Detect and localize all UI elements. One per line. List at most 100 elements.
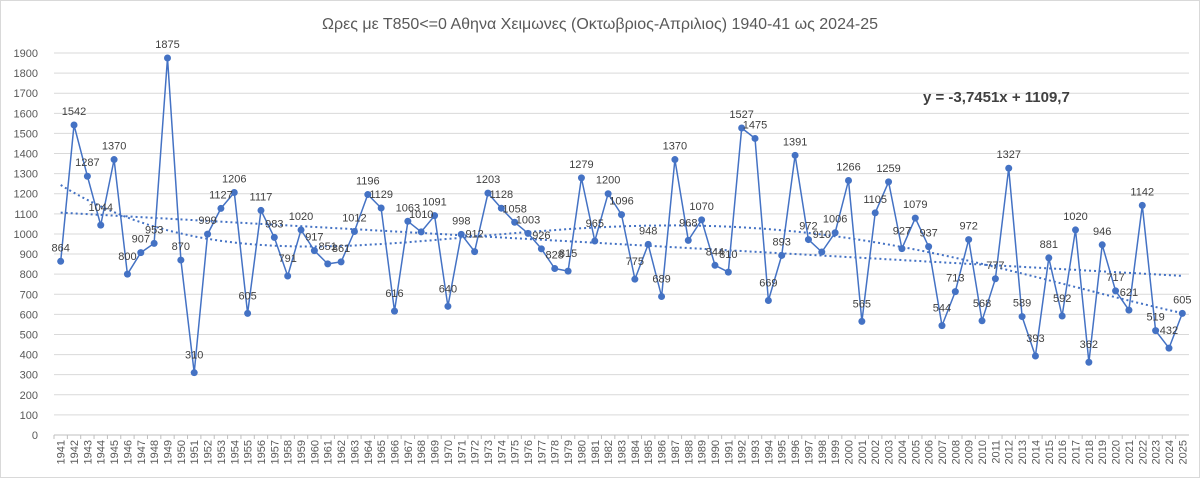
data-label: 791 [278,253,296,265]
data-point [350,228,358,236]
x-tick-label: 1981 [590,440,602,464]
x-tick-label: 2008 [950,440,962,464]
data-label: 861 [332,243,350,255]
data-point [123,270,131,278]
data-label: 1058 [502,203,526,215]
x-tick-label: 1988 [683,440,695,464]
y-tick-label: 1200 [14,189,38,201]
data-point [791,151,799,159]
data-label: 689 [652,273,670,285]
x-tick-label: 1941 [56,440,68,464]
x-tick-label: 2023 [1151,440,1163,464]
x-tick-label: 2010 [977,440,989,464]
data-label: 910 [813,229,831,241]
x-tick-label: 2011 [990,440,1002,464]
x-tick-label: 2025 [1177,440,1189,464]
y-tick-label: 1300 [14,169,38,181]
data-point [751,134,759,142]
x-tick-label: 1965 [376,440,388,464]
data-point [684,236,692,244]
x-tick-label: 1990 [710,440,722,464]
data-label: 851 [319,241,337,253]
data-label: 1527 [729,109,753,121]
x-tick-label: 1974 [496,440,508,464]
x-tick-label: 1956 [256,440,268,464]
data-point [377,204,385,212]
data-label: 968 [679,217,697,229]
data-label: 972 [959,221,977,233]
y-tick-label: 1800 [14,68,38,80]
x-tick-label: 1960 [309,440,321,464]
y-tick-label: 900 [20,249,38,261]
x-tick-label: 1996 [790,440,802,464]
data-label: 1063 [396,202,420,214]
x-tick-label: 1947 [136,440,148,464]
data-point [564,267,572,275]
data-point [137,249,145,257]
data-point [431,212,439,220]
data-label: 1475 [743,119,767,131]
x-tick-label: 2015 [1044,440,1056,464]
x-tick-label: 1997 [803,440,815,464]
x-tick-label: 1973 [483,440,495,464]
data-point [324,260,332,268]
data-label: 544 [933,303,951,315]
data-point [925,243,933,251]
data-point [177,256,185,264]
data-label: 881 [1040,239,1058,251]
linear-trendline [60,211,1183,277]
data-label: 669 [759,277,777,289]
x-tick-label: 1975 [510,440,522,464]
data-point [471,248,479,256]
y-tick-label: 1600 [14,108,38,120]
data-label: 605 [1173,294,1191,306]
data-point [724,268,732,276]
data-point [310,247,318,255]
x-tick-label: 2013 [1017,440,1029,464]
x-tick-label: 1985 [643,440,655,464]
data-label: 393 [1026,333,1044,345]
data-point [417,228,425,236]
data-label: 953 [145,224,163,236]
data-label: 1091 [422,197,446,209]
x-tick-label: 1991 [723,440,735,464]
data-label: 519 [1146,312,1164,324]
data-point [778,251,786,259]
data-point [804,236,812,244]
data-label: 777 [986,260,1004,272]
x-tick-label: 1944 [96,440,108,464]
data-points [57,54,1186,377]
data-point [938,322,946,330]
data-point [444,302,452,310]
data-label: 810 [719,249,737,261]
x-tick-label: 2004 [897,440,909,464]
data-point [1112,287,1120,295]
x-tick-label: 2007 [937,440,949,464]
data-label: 1020 [1063,211,1087,223]
x-tick-label: 1998 [817,440,829,464]
data-point [951,288,959,296]
data-point [1031,352,1039,360]
data-label: 983 [265,218,283,230]
data-point [698,216,706,224]
data-label: 1012 [342,213,366,225]
data-label: 998 [452,215,470,227]
data-label: 1287 [75,157,99,169]
x-tick-label: 1982 [603,440,615,464]
data-point [978,317,986,325]
x-tick-label: 1992 [737,440,749,464]
data-label: 1259 [876,163,900,175]
data-point [204,230,212,238]
x-tick-label: 1958 [283,440,295,464]
data-point [164,54,171,62]
data-point [244,309,252,317]
data-label: 1070 [689,201,713,213]
x-tick-label: 1952 [203,440,215,464]
data-point [577,174,585,182]
data-label: 828 [546,250,564,262]
data-point [230,189,238,197]
data-point [337,258,345,266]
data-label: 1044 [88,202,112,214]
